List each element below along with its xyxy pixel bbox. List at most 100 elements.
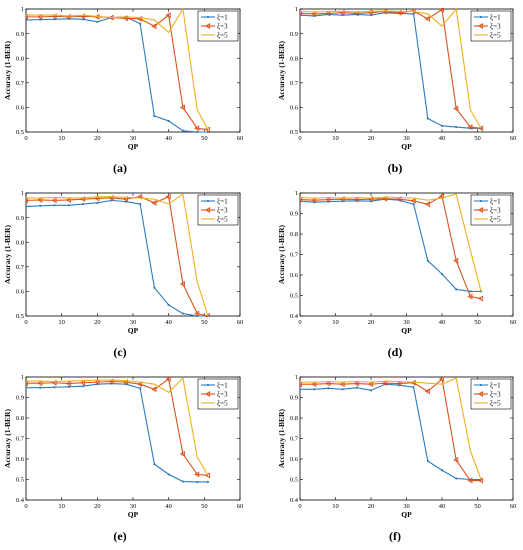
legend-label: ξ=1 [490, 197, 501, 205]
data-point [137, 381, 143, 388]
legend: ξ=1ξ=3ξ=5 [197, 194, 239, 226]
legend-marker [204, 207, 211, 213]
x-axis-label: QP [401, 142, 412, 151]
data-point [81, 18, 85, 21]
y-tick-label: 0.8 [16, 415, 24, 422]
y-tick-label: 0.4 [16, 497, 25, 504]
series-line [300, 383, 482, 481]
data-point [382, 380, 388, 387]
data-point [81, 202, 85, 206]
x-tick-label: 60 [510, 135, 517, 142]
data-point [300, 388, 302, 391]
data-point [53, 18, 56, 21]
data-point [79, 379, 86, 386]
x-tick-label: 10 [58, 319, 65, 326]
series-3 [26, 8, 209, 130]
x-tick-label: 10 [332, 503, 339, 510]
y-axis-label: Accuracy (1-BER) [3, 225, 12, 284]
y-tick-label: 0.5 [16, 129, 24, 136]
y-tick-label: 0.9 [290, 31, 298, 38]
x-tick-label: 0 [24, 319, 27, 326]
data-point [194, 310, 200, 317]
data-point [355, 386, 358, 389]
data-point [424, 15, 430, 22]
x-tick-label: 20 [94, 503, 101, 510]
legend-marker [479, 383, 483, 387]
x-tick-label: 40 [439, 319, 446, 326]
data-point [367, 381, 374, 388]
legend-label: ξ=1 [217, 197, 228, 205]
panel-label: (f) [389, 529, 401, 543]
x-tick-label: 50 [201, 319, 208, 326]
data-point [151, 23, 157, 30]
series-line [26, 383, 208, 483]
data-point [165, 376, 171, 383]
y-tick-label: 0.5 [290, 477, 298, 484]
x-tick-label: 30 [403, 503, 410, 510]
y-tick-label: 0.6 [16, 456, 25, 463]
series-line [26, 199, 208, 317]
data-point [153, 114, 156, 118]
y-tick-label: 0.7 [16, 264, 25, 271]
y-tick-label: 0.4 [290, 497, 299, 504]
y-tick-label: 0.6 [290, 272, 299, 279]
data-point [26, 386, 28, 389]
data-point [453, 105, 459, 112]
data-point [153, 286, 156, 289]
legend-marker [204, 391, 211, 397]
data-point [467, 293, 473, 300]
x-tick-label: 20 [368, 135, 375, 142]
x-tick-label: 60 [237, 319, 244, 326]
y-tick-label: 0.6 [16, 289, 25, 296]
data-point [477, 295, 484, 302]
legend-label: ξ=3 [490, 22, 501, 30]
data-point [412, 12, 415, 16]
legend-label: ξ=5 [217, 215, 228, 223]
y-tick-label: 0.6 [290, 105, 299, 112]
data-point [412, 386, 415, 389]
x-tick-label: 50 [474, 319, 481, 326]
series-line [300, 195, 482, 300]
y-tick-label: 0.9 [290, 395, 298, 402]
data-point [65, 380, 71, 387]
legend-marker [479, 15, 483, 19]
series-line [26, 8, 209, 130]
data-point [311, 10, 317, 17]
x-tick-label: 40 [165, 135, 172, 142]
data-point [139, 387, 142, 390]
data-point [311, 197, 317, 204]
data-point [453, 257, 459, 264]
data-point [139, 22, 142, 25]
x-tick-label: 40 [439, 135, 446, 142]
x-axis-label: QP [401, 510, 412, 519]
x-tick-label: 0 [298, 319, 301, 326]
data-point [179, 104, 185, 111]
data-point [455, 125, 458, 129]
y-tick-label: 1 [21, 374, 24, 381]
data-point [26, 380, 29, 387]
series-line [300, 8, 482, 129]
x-axis-label: QP [128, 142, 139, 151]
y-tick-label: 0.7 [290, 252, 299, 259]
data-point [424, 388, 430, 395]
data-point [26, 205, 28, 208]
x-tick-label: 40 [165, 503, 172, 510]
y-tick-label: 0.8 [16, 55, 24, 62]
data-point [26, 13, 29, 20]
legend-marker [206, 15, 210, 19]
y-tick-label: 0.5 [290, 293, 298, 300]
x-tick-label: 10 [332, 319, 339, 326]
data-point [53, 204, 56, 207]
data-point [453, 457, 459, 464]
x-axis-label: QP [401, 326, 412, 335]
data-point [194, 125, 200, 132]
data-point [196, 130, 199, 133]
legend: ξ=1ξ=3ξ=5 [197, 10, 239, 42]
data-point [167, 303, 170, 307]
legend-label: ξ=3 [490, 390, 501, 398]
data-point [469, 290, 472, 293]
series-2 [300, 193, 484, 302]
data-point [300, 196, 303, 203]
y-tick-label: 0.5 [16, 313, 24, 320]
legend-label: ξ=1 [217, 13, 228, 21]
